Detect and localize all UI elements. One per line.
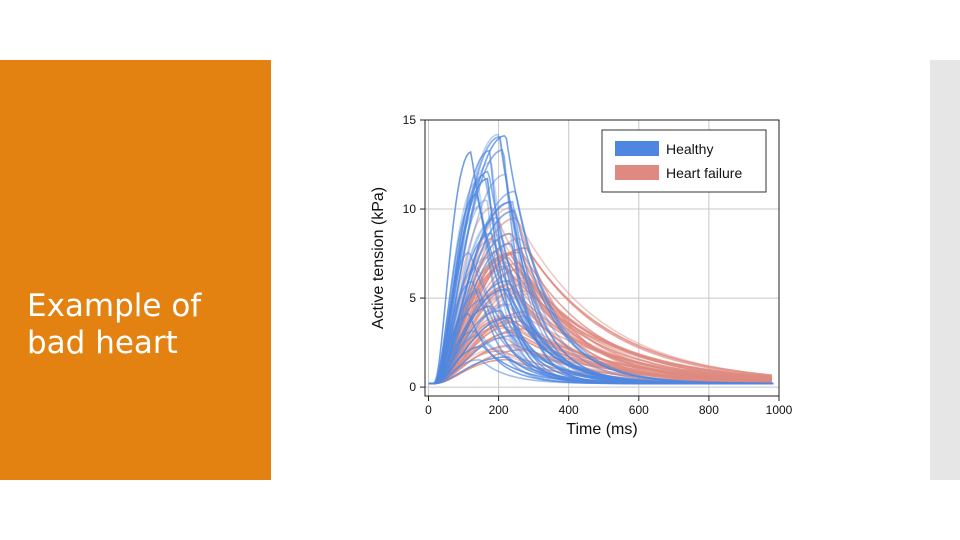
heart-failure-curve xyxy=(428,265,773,385)
heart-failure-curve xyxy=(428,206,773,385)
y-tick-label: 15 xyxy=(403,113,417,127)
plot-frame xyxy=(424,119,780,397)
title-panel: Example of bad heart xyxy=(0,60,271,480)
heart-failure-curve xyxy=(428,237,773,385)
legend-swatch xyxy=(615,165,659,180)
legend-label: Healthy xyxy=(666,141,713,157)
legend-swatch xyxy=(615,141,659,156)
legend-box xyxy=(601,129,767,193)
legend-label: Heart failure xyxy=(666,165,742,181)
x-axis-label: Time (ms) xyxy=(566,421,637,438)
y-tick-label: 10 xyxy=(403,202,417,216)
x-tick-label: 600 xyxy=(629,403,649,417)
y-tick-label: 5 xyxy=(409,291,416,305)
x-tick-label: 800 xyxy=(699,403,719,417)
heart-failure-curve xyxy=(428,261,773,385)
heart-failure-curve xyxy=(428,252,773,385)
heart-failure-curve xyxy=(428,247,773,385)
side-strip xyxy=(930,60,960,480)
active-tension-chart: 0 200 400 600 800 1000 0 5 10 15 Time (ms) Active t… xyxy=(370,113,793,438)
y-axis-label: Active tension (kPa) xyxy=(370,187,387,329)
x-tick-label: 1000 xyxy=(766,403,793,417)
slide-title: Example of bad heart xyxy=(27,288,202,361)
y-tick-label: 0 xyxy=(409,380,416,394)
heart-failure-curve xyxy=(428,267,773,385)
x-tick-label: 400 xyxy=(559,403,579,417)
x-tick-label: 200 xyxy=(489,403,509,417)
x-tick-label: 0 xyxy=(425,403,432,417)
healthy-curve xyxy=(428,150,774,385)
